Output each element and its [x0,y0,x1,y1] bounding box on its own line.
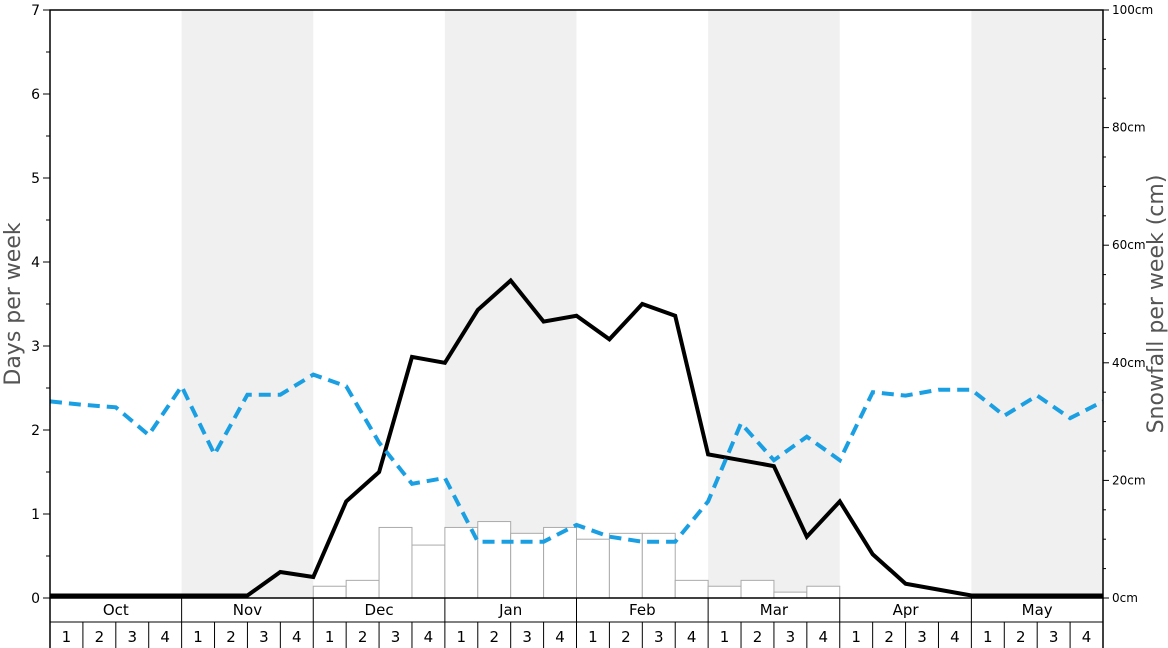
week-label: 3 [654,628,664,646]
month-label: Apr [893,601,920,619]
week-label: 3 [391,628,401,646]
week-label: 1 [457,628,467,646]
snowfall-bar [740,579,775,599]
week-label: 2 [489,628,499,646]
left-tick-label: 1 [31,507,40,523]
week-label: 4 [555,628,565,646]
dashed-series-line [49,372,1104,544]
month-label: Mar [760,601,789,619]
snowfall-bar [510,532,545,599]
month-label: Oct [103,601,129,619]
left-tick-label: 3 [31,339,40,355]
left-tick-label: 4 [31,255,40,271]
right-tick-label: 60cm [1112,238,1146,252]
right-tick-label: 40cm [1112,356,1146,370]
week-label: 3 [786,628,796,646]
week-label: 4 [687,628,697,646]
week-label: 3 [127,628,137,646]
week-label: 2 [884,628,894,646]
week-label: 1 [325,628,335,646]
x-axis: Oct 1 2 3 4 Nov 1 2 3 4 Dec 1 2 3 4 Jan 1 2 3 4 Feb 1 2 3 4 Mar 1 2… [49,598,1104,648]
week-label: 4 [160,628,170,646]
week-label: 2 [1016,628,1026,646]
snowfall-bar [378,526,413,599]
month-label: Jan [498,601,522,619]
month-stripe [971,10,1103,598]
right-tick-label: 0cm [1112,591,1138,605]
week-label: 1 [62,628,72,646]
month-label: May [1022,601,1053,619]
y-axis-left-label: Days per week [1,222,26,385]
data-lines [49,277,1104,598]
left-axis: 0 1 2 3 4 5 6 7 [31,3,50,607]
week-label: 2 [226,628,236,646]
left-tick-label: 2 [31,423,40,439]
week-label: 4 [1082,628,1092,646]
week-label: 1 [193,628,203,646]
week-label: 3 [917,628,927,646]
left-tick-label: 7 [31,3,40,19]
right-tick-label: 20cm [1112,473,1146,487]
snowfall-bar [773,591,808,599]
week-label: 2 [358,628,368,646]
week-label: 1 [851,628,861,646]
week-label: 4 [424,628,434,646]
week-label: 2 [95,628,105,646]
snowfall-bar [806,585,841,599]
snowfall-bar [674,579,709,599]
week-label: 3 [259,628,269,646]
month-stripe [181,10,314,598]
snowfall-bar [641,532,676,599]
month-label: Feb [629,601,656,619]
right-tick-label: 100cm [1112,3,1153,17]
snowfall-bar [444,526,479,599]
y-axis-right-label: Snowfall per week (cm) [1144,175,1168,434]
left-tick-label: 6 [31,87,40,103]
month-stripe [444,10,577,598]
week-label: 1 [588,628,598,646]
snowfall-bar [411,544,446,599]
snowfall-bar [477,521,512,599]
week-label: 4 [819,628,829,646]
solid-series-line [50,277,1103,598]
week-label: 3 [1049,628,1059,646]
right-axis: 0cm 20cm 40cm 60cm 80cm 100cm [1103,3,1153,605]
snowfall-bar [345,579,380,599]
week-label: 4 [292,628,302,646]
week-label: 2 [753,628,763,646]
month-stripes [181,10,1103,598]
snowfall-bars [312,521,841,599]
month-label: Nov [233,601,262,619]
left-tick-label: 0 [31,591,40,607]
week-label: 3 [522,628,532,646]
week-label: 2 [621,628,631,646]
month-stripe [708,10,840,598]
left-tick-label: 5 [31,171,40,187]
week-label: 1 [983,628,993,646]
month-label: Dec [365,601,394,619]
snowfall-bar [576,538,610,599]
snowfall-bar [608,532,643,599]
snowfall-bar [707,585,742,599]
week-label: 4 [950,628,960,646]
snowfall-bar [312,585,347,599]
right-tick-label: 80cm [1112,121,1146,135]
week-label: 1 [720,628,730,646]
